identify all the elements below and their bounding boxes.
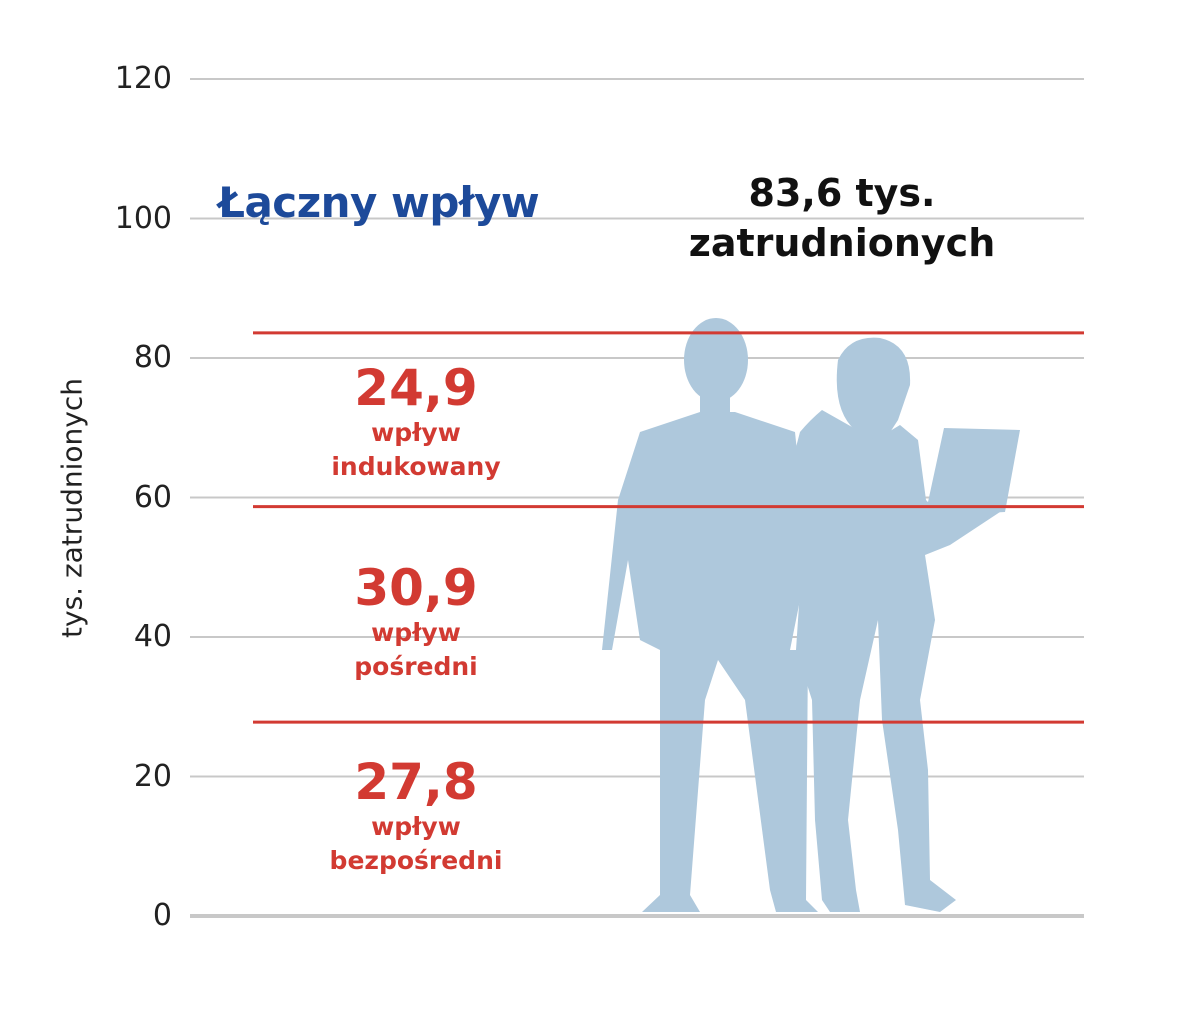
segment-label-posredni: 30,9 wpływ pośredni: [354, 560, 478, 684]
y-tick-label: 120: [114, 61, 172, 96]
y-tick-label: 40: [133, 619, 172, 654]
segment-text: pośredni: [354, 652, 478, 681]
total-label: 83,6 tys. zatrudnionych: [689, 168, 996, 268]
segment-text: wpływ: [371, 618, 461, 647]
y-tick-label: 20: [133, 758, 172, 794]
segment-text: wpływ: [371, 812, 461, 841]
total-value: 83,6 tys.: [748, 171, 936, 215]
segment-text: indukowany: [331, 452, 501, 481]
segment-label-indukowany: 24,9 wpływ indukowany: [331, 360, 500, 484]
y-tick-label: 60: [133, 479, 172, 515]
y-tick-label: 0: [152, 898, 172, 933]
people-silhouette-icon: [602, 318, 1020, 912]
segment-value: 24,9: [354, 359, 478, 417]
y-axis-label: tys. zatrudnionych: [55, 378, 89, 638]
segment-text: bezpośredni: [329, 846, 503, 875]
segment-boundaries: [253, 331, 1084, 724]
grid-lines: [190, 78, 1084, 918]
total-unit: zatrudnionych: [688, 221, 996, 265]
segment-value: 30,9: [354, 559, 478, 617]
segment-label-bezposredni: 27,8 wpływ bezpośredni: [330, 754, 503, 878]
segment-value: 27,8: [354, 753, 478, 811]
chart-title: Łączny wpływ: [218, 178, 540, 227]
segment-text: wpływ: [371, 418, 461, 447]
y-tick-label: 100: [114, 200, 172, 236]
y-tick-label: 80: [133, 340, 172, 375]
